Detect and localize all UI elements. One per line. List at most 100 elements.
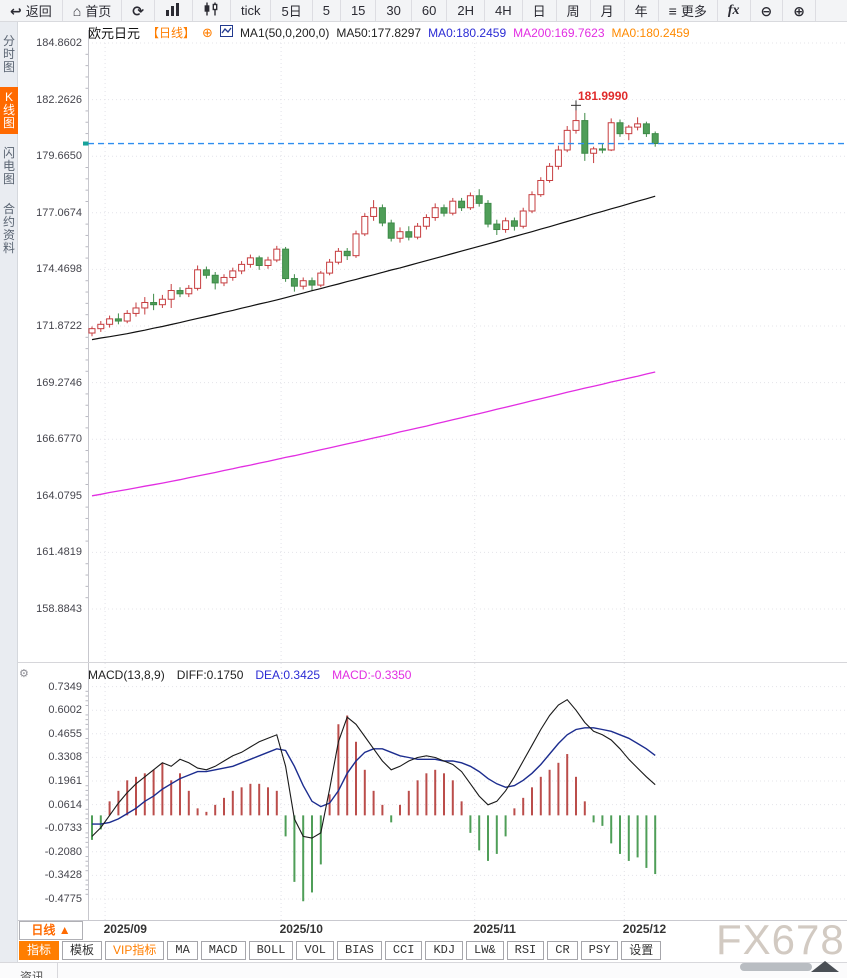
time-axis-label: 2025/11 [473, 922, 516, 936]
mini-chart-icon [219, 25, 233, 40]
macd-axis-label: 0.7349 [48, 680, 82, 693]
toolbar-item-interval-15min[interactable]: 15 [341, 0, 377, 21]
toolbar-item-functions[interactable]: fx [718, 0, 751, 21]
time-axis-label: 2025/10 [279, 922, 323, 936]
tab-boll[interactable]: BOLL [248, 941, 294, 960]
ma200-value: MA200:169.7623 [513, 25, 605, 40]
ma50-value: MA50:177.8297 [336, 25, 422, 40]
price-axis-label: 182.2626 [36, 93, 82, 106]
macd-axis-label: 0.4655 [48, 727, 82, 740]
toolbar-item-label: 30 [386, 3, 401, 18]
toolbar-item-label: 返回 [25, 4, 52, 19]
toolbar-item-label: 首页 [85, 4, 112, 19]
top-toolbar: ↩ 返回 ⌂ 首页 ⟳ tick 5日 5 15 30 60 2H 4H 日周月年 ≡ 更多 fx ⊖ ⊕ [0, 0, 847, 22]
toolbar-item-label: 2H [457, 3, 474, 18]
period-selector-label: 日线 [31, 923, 56, 937]
toolbar-item-refresh[interactable]: ⟳ [122, 0, 155, 21]
macd-axis-label: -0.3428 [44, 869, 82, 882]
toolbar-item-label: 更多 [680, 4, 707, 19]
horizontal-scrollbar-thumb[interactable] [740, 963, 812, 971]
watermark: FX678 [716, 916, 845, 963]
news-tab[interactable]: 资讯 [20, 970, 45, 978]
macd-axis-label: 0.1961 [48, 775, 82, 787]
price-axis-label: 164.0795 [36, 489, 82, 502]
tab-bias[interactable]: BIAS [337, 941, 382, 960]
price-axis-label: 179.6650 [36, 150, 82, 163]
tab-vip-indicators[interactable]: VIP指标 [105, 941, 165, 960]
toolbar-item-candlestick-view[interactable] [193, 0, 231, 21]
macd-axis-label: -0.2080 [44, 845, 82, 858]
candlestick-icon [203, 2, 220, 19]
tab-macd[interactable]: MACD [200, 941, 246, 960]
toolbar-item-bar-chart-view[interactable] [155, 0, 193, 21]
toolbar-item-home[interactable]: ⌂ 首页 [63, 0, 123, 21]
chart-header: 欧元日元 【日线】 ⊕ MA1(50,0,200,0) MA50:177.829… [88, 23, 690, 42]
chevron-up-icon: ▲ [58, 923, 71, 937]
divider [57, 963, 58, 978]
toolbar-item-interval-week[interactable]: 周 [557, 0, 591, 21]
zoom-in-icon: ⊕ [793, 2, 805, 19]
toolbar-item-interval-2h[interactable]: 2H [447, 0, 485, 21]
tab-cr[interactable]: CR [547, 941, 578, 960]
menu-icon: ≡ [668, 2, 677, 19]
toolbar-item-interval-5min[interactable]: 5 [313, 0, 341, 21]
tab-cci[interactable]: CCI [384, 941, 423, 960]
price-axis-label: 166.6770 [36, 433, 82, 446]
sidebar-item-lightning[interactable]: 闪电图 [2, 146, 15, 186]
tab-indicators[interactable]: 指标 [19, 941, 60, 960]
toolbar-item-interval-month[interactable]: 月 [591, 0, 625, 21]
tab-ma[interactable]: MA [167, 941, 198, 960]
toolbar-item-interval-day[interactable]: 日 [523, 0, 557, 21]
toolbar-item-label: 60 [421, 3, 437, 18]
home-icon: ⌂ [72, 2, 82, 19]
indicator-tabs: 指标 模板 VIP指标 MA MACD BOLL VOL BIAS CCI KDJ LW& RSI CR… [19, 941, 664, 960]
scrollbar-arrow-icon[interactable] [811, 961, 839, 972]
toolbar-item-zoom-out[interactable]: ⊖ [751, 0, 784, 21]
indicator-settings-icon[interactable]: ⚙ [19, 668, 29, 680]
sidebar-item-contract-info[interactable]: 合约资料 [2, 202, 15, 255]
zoom-out-icon: ⊖ [760, 2, 773, 19]
toolbar-item-more[interactable]: ≡ 更多 [659, 0, 718, 21]
toolbar-item-label: 5 [322, 3, 330, 18]
macd-header: MACD(13,8,9) DIFF:0.1750 DEA:0.3425 MACD… [88, 668, 411, 682]
toolbar-item-interval-60min[interactable]: 60 [412, 0, 448, 21]
back-arrow-icon: ↩ [10, 2, 22, 19]
price-axis-label: 177.0674 [36, 206, 82, 219]
tab-kdj[interactable]: KDJ [425, 941, 464, 960]
period-selector[interactable]: 日线 ▲ [19, 921, 83, 940]
price-axis-label: 174.4698 [36, 263, 82, 276]
toolbar-item-interval-year[interactable]: 年 [625, 0, 659, 21]
macd-axis-label: 0.6002 [48, 704, 82, 717]
sidebar-item-time-share[interactable]: 分时图 [2, 34, 15, 74]
toolbar-item-interval-30min[interactable]: 30 [376, 0, 412, 21]
tab-psy[interactable]: PSY [580, 941, 619, 960]
tab-settings[interactable]: 设置 [621, 941, 662, 960]
toolbar-item-interval-5day[interactable]: 5日 [271, 0, 313, 21]
price-axis-label: 184.8602 [36, 37, 82, 49]
toolbar-item-interval-4h[interactable]: 4H [485, 0, 523, 21]
tab-lw[interactable]: LW& [466, 941, 504, 960]
toolbar-item-label: 周 [566, 4, 580, 19]
macd-value: MACD:-0.3350 [332, 668, 412, 682]
macd-axis-label: -0.0733 [44, 822, 82, 835]
tab-templates[interactable]: 模板 [62, 941, 103, 960]
price-axis-label: 171.8722 [36, 320, 82, 332]
toolbar-item-interval-tick[interactable]: tick [231, 0, 272, 21]
macd-title: MACD(13,8,9) [88, 668, 165, 682]
toolbar-item-label: tick [240, 3, 261, 18]
toolbar-item-label: 日 [532, 4, 546, 19]
tab-vol[interactable]: VOL [296, 941, 335, 960]
fx-icon: fx [727, 2, 740, 18]
bar-chart-icon [165, 2, 182, 19]
ma0-blue-value: MA0:180.2459 [428, 25, 507, 40]
time-axis-label: 2025/12 [622, 922, 667, 936]
ma-settings: MA1(50,0,200,0) [239, 25, 330, 40]
toolbar-item-back[interactable]: ↩ 返回 [0, 0, 63, 21]
tab-rsi[interactable]: RSI [506, 941, 545, 960]
add-indicator-icon[interactable]: ⊕ [202, 24, 213, 40]
toolbar-item-zoom-in[interactable]: ⊕ [783, 0, 816, 21]
toolbar-item-label: 年 [634, 4, 648, 19]
macd-axis-label: 0.0614 [48, 798, 82, 811]
